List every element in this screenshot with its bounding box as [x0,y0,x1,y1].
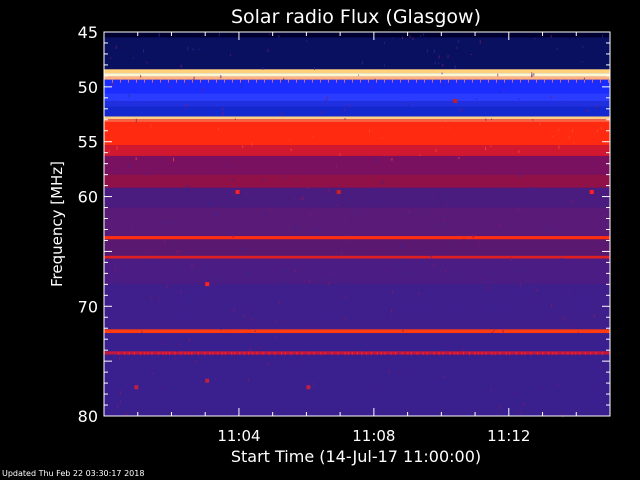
x-axis-label: Start Time (14-Jul-17 11:00:00) [231,447,481,466]
frequency-band-11 [104,121,610,146]
frequency-band-12 [104,145,610,156]
y-tick-label-60: 60 [78,188,98,207]
x-tick-label-11:08: 11:08 [352,427,395,445]
frequency-band-2 [104,69,610,74]
y-axis: 45 50 55 60 70 80 [78,23,610,426]
frequency-band-7 [104,101,610,107]
frequency-band-4 [104,76,610,80]
plot-area [103,31,611,418]
frequency-band-3 [104,73,610,77]
frequency-band-9 [104,116,610,120]
frequency-band-14 [104,174,610,188]
frequency-band-1 [104,37,610,70]
frequency-band-10 [104,119,610,122]
y-tick-label-70: 70 [78,297,98,316]
frequency-band-18 [104,239,610,256]
x-tick-label-11:04: 11:04 [217,427,260,445]
spectrogram-texture [106,32,609,418]
frequency-band-19 [104,255,610,259]
frequency-band-23 [104,333,610,352]
frequency-band-25 [104,354,610,416]
chart-title: Solar radio Flux (Glasgow) [231,6,481,28]
frequency-band-20 [104,258,610,285]
frequency-band-22 [104,329,610,334]
frequency-band-0 [104,32,610,38]
y-tick-label-55: 55 [78,133,98,152]
frequency-band-21 [104,284,610,330]
frequency-band-13 [104,155,610,175]
x-axis: 11:04 11:08 11:12 [137,32,577,445]
plot-frame [103,31,611,417]
y-tick-label-45: 45 [78,23,98,42]
y-axis-label: Frequency [MHz] [48,161,66,287]
frequency-band-17 [104,236,610,240]
frequency-band-15 [104,187,610,208]
frequency-band-6 [104,93,610,102]
frequency-band-5 [104,79,610,94]
y-tick-label-80: 80 [78,407,98,426]
x-tick-label-11:12: 11:12 [487,427,530,445]
updated-timestamp: Updated Thu Feb 22 03:30:17 2018 [2,469,145,478]
y-tick-label-50: 50 [78,78,98,97]
frequency-band-8 [104,106,610,117]
